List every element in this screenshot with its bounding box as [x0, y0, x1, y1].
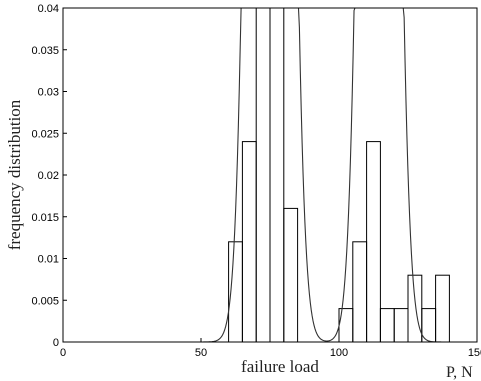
histogram-bar-8 — [379, 308, 395, 343]
x-axis-unit-label: P, N — [446, 364, 473, 381]
histogram-bar-10 — [407, 274, 423, 343]
histogram-bar-3 — [269, 7, 285, 343]
y-tick-label-3: 0.015 — [31, 212, 59, 224]
y-tick-label-0: 0 — [53, 337, 59, 349]
y-tick-label-4: 0.02 — [38, 170, 59, 182]
histogram-bar-12 — [435, 274, 450, 343]
histogram-bar-6 — [352, 241, 368, 343]
y-tick-label-2: 0.01 — [38, 254, 59, 266]
x-tick-label-2: 100 — [330, 347, 348, 359]
fitted-density-curve — [112, 7, 477, 343]
y-tick-label-7: 0.035 — [31, 45, 59, 57]
histogram-bar-4 — [283, 207, 299, 343]
x-axis-ticks: 0 50 100 150 — [60, 338, 481, 359]
histogram-bar-7 — [366, 141, 381, 343]
histogram-bar-9 — [393, 308, 409, 343]
y-axis-ticks: 0 0.005 0.01 0.015 0.02 0.025 0.03 0.035 0.04 — [31, 3, 67, 349]
y-tick-label-6: 0.03 — [38, 87, 59, 99]
y-axis-title: frequency distribution — [5, 99, 24, 250]
x-tick-label-1: 50 — [195, 347, 207, 359]
y-tick-label-1: 0.005 — [31, 295, 59, 307]
x-axis-title: failure load — [241, 357, 319, 376]
histogram-bars — [228, 7, 450, 343]
histogram-bar-1 — [241, 141, 257, 343]
x-tick-label-0: 0 — [60, 347, 66, 359]
y-tick-label-5: 0.025 — [31, 128, 59, 140]
y-tick-label-8: 0.04 — [38, 3, 59, 15]
x-tick-label-3: 150 — [468, 347, 481, 359]
histogram-bar-2 — [255, 7, 271, 343]
